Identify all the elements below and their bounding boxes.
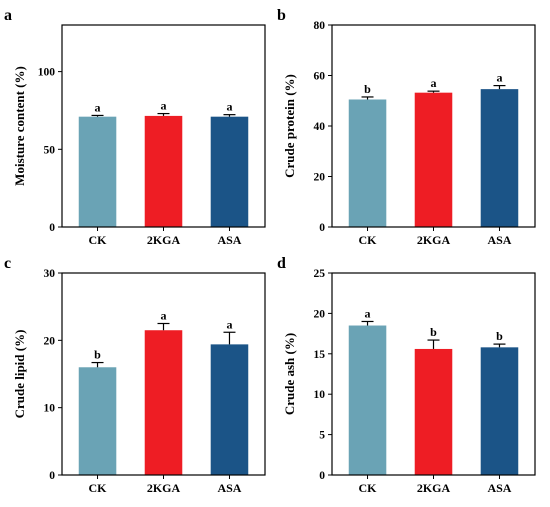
x-tick-label: ASA bbox=[487, 233, 511, 247]
panel-d: d a CK b 2KGA b ASA 0 5 10 15 20 25 Crude ash (%) bbox=[277, 255, 536, 495]
y-tick-label: 10 bbox=[314, 389, 326, 401]
y-axis-label: Crude ash (%) bbox=[282, 333, 297, 415]
y-tick-label: 20 bbox=[314, 172, 326, 184]
y-tick-label: 100 bbox=[38, 67, 56, 79]
x-tick-label: ASA bbox=[487, 481, 511, 495]
x-tick-label: CK bbox=[359, 481, 378, 495]
significance-label: b bbox=[430, 325, 437, 339]
bar-ck bbox=[78, 116, 117, 227]
y-tick-label: 40 bbox=[314, 121, 326, 133]
x-tick-label: ASA bbox=[217, 481, 241, 495]
significance-label: a bbox=[226, 100, 232, 114]
significance-label: b bbox=[364, 82, 371, 96]
y-tick-label: 5 bbox=[319, 430, 325, 442]
significance-label: a bbox=[226, 317, 232, 331]
axes-frame bbox=[61, 272, 266, 476]
y-tick-label: 30 bbox=[44, 268, 56, 280]
y-tick-label: 20 bbox=[314, 308, 326, 320]
significance-label: a bbox=[95, 100, 101, 114]
y-tick-label: 50 bbox=[44, 144, 56, 156]
panel-letter: d bbox=[277, 255, 286, 272]
bar-ck bbox=[78, 367, 117, 475]
x-tick-label: CK bbox=[89, 481, 108, 495]
y-axis-label: Crude lipid (%) bbox=[12, 330, 27, 419]
y-tick-label: 15 bbox=[314, 349, 326, 361]
bar-asa bbox=[480, 89, 519, 227]
significance-label: b bbox=[94, 348, 101, 362]
bar-2kga bbox=[144, 115, 183, 227]
bar-asa bbox=[210, 344, 249, 475]
significance-label: b bbox=[496, 329, 503, 343]
x-tick-label: 2KGA bbox=[147, 481, 181, 495]
panel-letter: b bbox=[277, 7, 286, 24]
x-tick-label: CK bbox=[359, 233, 378, 247]
bar-ck bbox=[348, 325, 387, 475]
y-tick-label: 0 bbox=[319, 222, 325, 234]
bar-2kga bbox=[144, 330, 183, 475]
panel-letter: a bbox=[4, 7, 12, 24]
panel-letter: c bbox=[4, 255, 11, 272]
bar-ck bbox=[348, 99, 387, 227]
panel-c: c b CK a 2KGA a ASA 0 10 20 30 Crude lipid (%) bbox=[4, 255, 266, 495]
bar-2kga bbox=[414, 92, 453, 227]
bar-2kga bbox=[414, 348, 453, 475]
y-tick-label: 25 bbox=[314, 268, 326, 280]
significance-label: a bbox=[161, 309, 167, 323]
axes-frame bbox=[61, 24, 266, 228]
x-tick-label: 2KGA bbox=[417, 233, 451, 247]
x-tick-label: 2KGA bbox=[417, 481, 451, 495]
panel-b: b b CK a 2KGA a ASA 0 20 40 60 80 Crude protein (%) bbox=[277, 7, 536, 247]
y-axis-label: Crude protein (%) bbox=[282, 74, 297, 178]
x-tick-label: ASA bbox=[217, 233, 241, 247]
y-axis-label: Moisture content (%) bbox=[12, 66, 27, 186]
bar-asa bbox=[480, 347, 519, 475]
y-tick-label: 10 bbox=[44, 403, 56, 415]
significance-label: a bbox=[431, 76, 437, 90]
y-tick-label: 60 bbox=[314, 71, 326, 83]
significance-label: a bbox=[496, 71, 502, 85]
bar-asa bbox=[210, 116, 249, 227]
significance-label: a bbox=[161, 99, 167, 113]
y-tick-label: 80 bbox=[314, 20, 326, 32]
axes-frame bbox=[331, 272, 536, 476]
y-tick-label: 0 bbox=[49, 222, 55, 234]
x-tick-label: CK bbox=[89, 233, 108, 247]
y-tick-label: 0 bbox=[319, 470, 325, 482]
significance-label: a bbox=[365, 306, 371, 320]
panel-a: a a CK a 2KGA a ASA 0 50 100 Moisture content (%) bbox=[4, 7, 266, 247]
x-tick-label: 2KGA bbox=[147, 233, 181, 247]
y-tick-label: 0 bbox=[49, 470, 55, 482]
y-tick-label: 20 bbox=[44, 335, 56, 347]
